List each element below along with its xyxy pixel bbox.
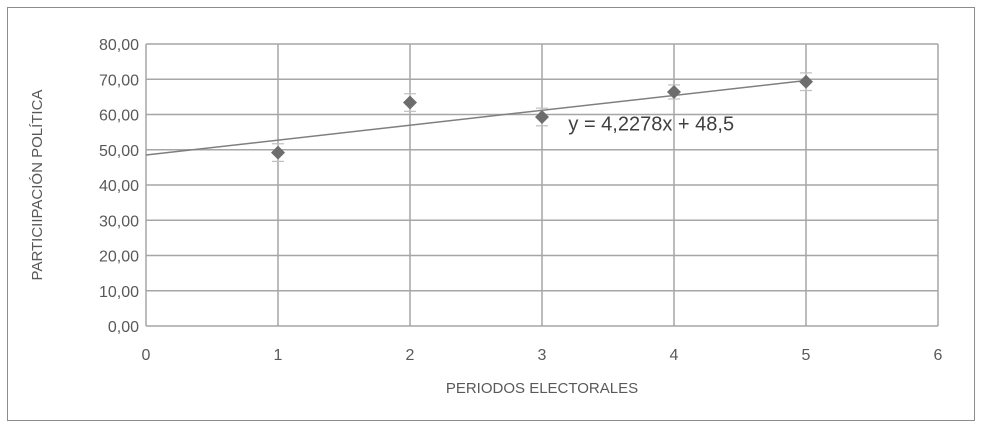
data-point bbox=[667, 84, 681, 99]
trendline-equation-label: y = 4,2278x + 48,5 bbox=[568, 113, 734, 135]
tick-labels-layer: 0,00 10,00 20,00 30,00 40,00 50,00 60,00 70,00 8… bbox=[99, 37, 943, 364]
x-tick-label: 6 bbox=[934, 347, 943, 364]
chart-frame: 0,00 10,00 20,00 30,00 40,00 50,00 60,00 70,00 8… bbox=[7, 7, 975, 421]
y-tick-label: 10,00 bbox=[99, 284, 139, 301]
x-tick-label: 0 bbox=[142, 347, 151, 364]
y-tick-label: 20,00 bbox=[99, 249, 139, 266]
y-tick-label: 0,00 bbox=[108, 319, 139, 336]
y-tick-label: 40,00 bbox=[99, 178, 139, 195]
y-axis-title: PARTICIIPACIÓN POLÍTICA bbox=[29, 90, 46, 281]
grid-layer bbox=[145, 43, 939, 327]
y-tick-label: 50,00 bbox=[99, 143, 139, 160]
y-tick-label: 30,00 bbox=[99, 213, 139, 230]
x-axis-title: PERIODOS ELECTORALES bbox=[446, 380, 638, 397]
x-tick-label: 4 bbox=[670, 347, 679, 364]
points-layer bbox=[271, 72, 813, 162]
trendline bbox=[145, 79, 807, 156]
scatter-chart: 0,00 10,00 20,00 30,00 40,00 50,00 60,00 70,00 8… bbox=[29, 37, 943, 397]
x-tick-label: 1 bbox=[274, 347, 283, 364]
data-point bbox=[799, 74, 813, 89]
y-tick-label: 70,00 bbox=[99, 72, 139, 89]
x-tick-label: 3 bbox=[538, 347, 547, 364]
data-point bbox=[535, 109, 549, 124]
data-point bbox=[403, 95, 417, 110]
trendline-layer bbox=[145, 79, 807, 156]
y-tick-label: 60,00 bbox=[99, 108, 139, 125]
data-point bbox=[271, 145, 285, 160]
y-tick-label: 80,00 bbox=[99, 37, 139, 54]
x-tick-label: 5 bbox=[802, 347, 811, 364]
x-tick-label: 2 bbox=[406, 347, 415, 364]
